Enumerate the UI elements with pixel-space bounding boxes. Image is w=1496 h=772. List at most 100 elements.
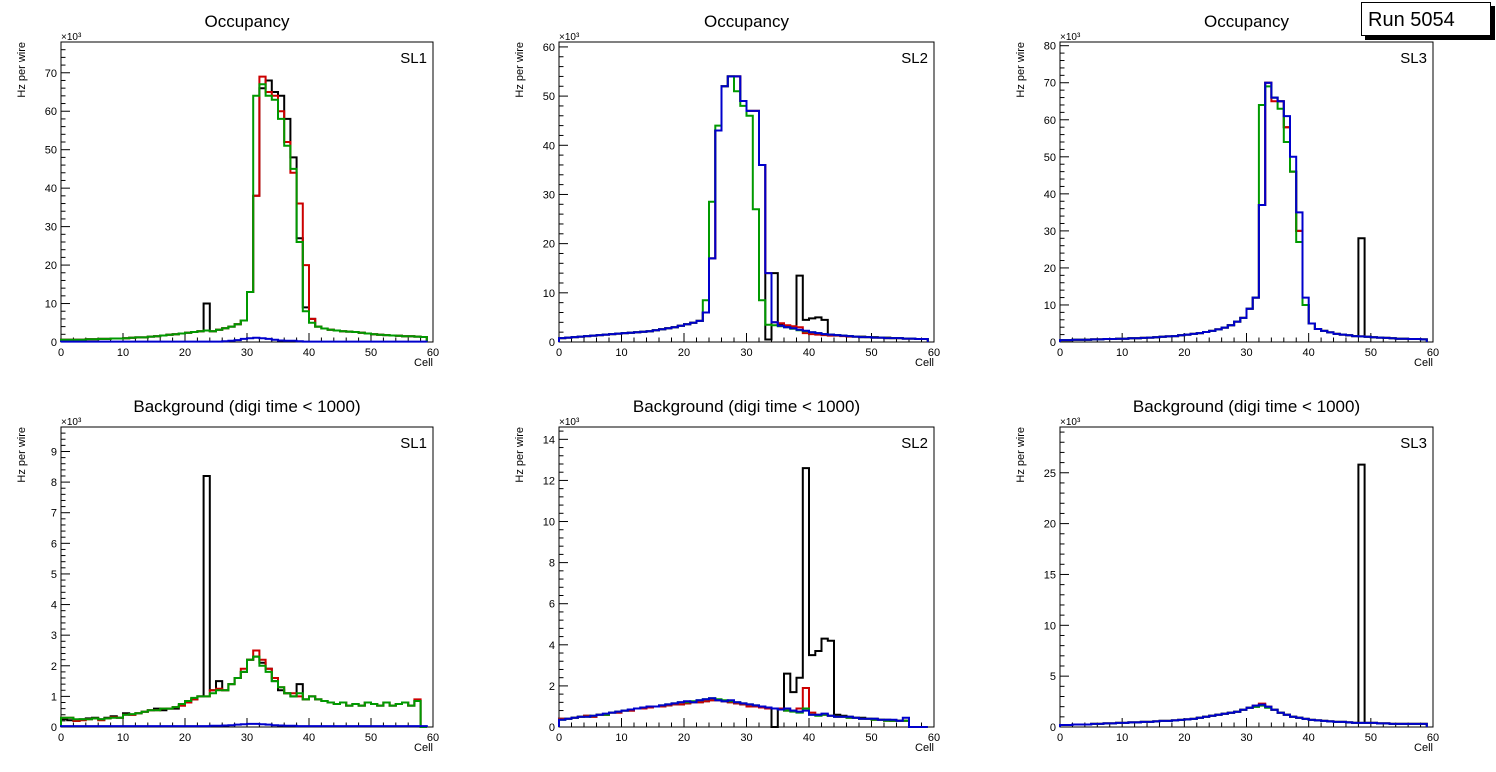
y-tick-label: 10 — [543, 517, 555, 529]
series-blue — [1059, 81, 1428, 342]
y-exponent-label: ×10³ — [1060, 417, 1081, 428]
y-tick-label: 30 — [1044, 226, 1056, 238]
series-green — [558, 75, 929, 342]
x-axis-label: Cell — [915, 357, 934, 369]
x-tick-label: 50 — [865, 732, 877, 744]
y-exponent-label: ×10³ — [61, 32, 82, 43]
y-tick-label: 5 — [1050, 671, 1056, 683]
y-tick-label: 10 — [45, 299, 57, 311]
x-axis-label: Cell — [414, 357, 433, 369]
histogram-panel-4: 0 10 20 30 40 50 60 0 1 2 3 4 5 6 7 8 9 ×10³ Cell Hz per wi… — [16, 397, 439, 754]
y-tick-label: 70 — [45, 68, 57, 80]
x-tick-label: 60 — [1427, 347, 1439, 359]
series-blue — [558, 697, 928, 728]
x-tick-label: 20 — [678, 732, 690, 744]
y-tick-label: 5 — [51, 569, 57, 581]
y-axis-label: Hz per wire — [1015, 427, 1027, 483]
y-tick-label: 4 — [549, 640, 555, 652]
y-tick-label: 0 — [549, 722, 555, 734]
y-tick-label: 0 — [549, 337, 555, 349]
y-tick-label: 20 — [543, 239, 555, 251]
series-black — [558, 75, 929, 342]
series-red — [558, 687, 928, 728]
x-tick-label: 30 — [1240, 732, 1252, 744]
plot-frame — [1059, 41, 1434, 343]
y-tick-label: 40 — [543, 140, 555, 152]
x-tick-label: 20 — [678, 347, 690, 359]
chart-title: Background (digi time < 1000) — [133, 397, 360, 416]
y-tick-label: 60 — [1044, 115, 1056, 127]
y-tick-label: 14 — [543, 434, 555, 446]
superlayer-tag: SL1 — [400, 50, 427, 67]
histogram-panel-1: 0 10 20 30 40 50 60 0 10 20 30 40 50 60 70 ×10³ Cell Hz p… — [16, 12, 439, 369]
x-tick-label: 40 — [803, 732, 815, 744]
series-black — [60, 79, 428, 342]
y-tick-label: 20 — [1044, 263, 1056, 275]
histogram-panel-2: 0 10 20 30 40 50 60 0 10 20 30 40 50 60 ×10³ Cell Hz per… — [514, 12, 940, 369]
x-tick-label: 60 — [928, 732, 940, 744]
x-axis-label: Cell — [915, 742, 934, 754]
y-tick-label: 0 — [1050, 337, 1056, 349]
y-axis-label: Hz per wire — [16, 427, 28, 483]
y-tick-label: 40 — [1044, 189, 1056, 201]
superlayer-tag: SL3 — [1400, 435, 1427, 452]
x-tick-label: 50 — [865, 347, 877, 359]
series-blue — [60, 336, 428, 343]
y-tick-label: 40 — [45, 183, 57, 195]
y-tick-label: 3 — [51, 630, 57, 642]
x-tick-label: 30 — [740, 347, 752, 359]
chart-title: Occupancy — [704, 12, 790, 31]
chart-title: Background (digi time < 1000) — [633, 397, 860, 416]
histogram-panel-3: 0 10 20 30 40 50 60 0 10 20 30 40 50 60 70 80 ×10³ Cell Hz… — [1015, 12, 1439, 369]
y-tick-label: 4 — [51, 600, 57, 612]
x-tick-label: 0 — [58, 347, 64, 359]
y-tick-label: 10 — [1044, 620, 1056, 632]
x-tick-label: 60 — [427, 732, 439, 744]
x-tick-label: 30 — [241, 732, 253, 744]
x-tick-label: 10 — [615, 732, 627, 744]
series-blue — [558, 75, 929, 342]
x-axis-label: Cell — [1414, 357, 1433, 369]
y-tick-label: 20 — [1044, 519, 1056, 531]
y-axis-label: Hz per wire — [1015, 42, 1027, 98]
superlayer-tag: SL1 — [400, 435, 427, 452]
y-tick-label: 50 — [543, 91, 555, 103]
x-tick-label: 40 — [303, 732, 315, 744]
series-black — [60, 475, 427, 728]
x-axis-label: Cell — [1414, 742, 1433, 754]
y-exponent-label: ×10³ — [559, 417, 580, 428]
x-tick-label: 60 — [928, 347, 940, 359]
y-tick-label: 30 — [543, 189, 555, 201]
x-tick-label: 0 — [58, 732, 64, 744]
y-tick-label: 70 — [1044, 78, 1056, 90]
y-tick-label: 12 — [543, 475, 555, 487]
y-tick-label: 1 — [51, 691, 57, 703]
x-tick-label: 50 — [365, 732, 377, 744]
x-tick-label: 50 — [1365, 732, 1377, 744]
x-tick-label: 20 — [1178, 347, 1190, 359]
y-tick-label: 2 — [549, 681, 555, 693]
series-black — [558, 467, 928, 728]
x-tick-label: 0 — [556, 347, 562, 359]
y-tick-label: 30 — [45, 222, 57, 234]
y-tick-label: 50 — [45, 145, 57, 157]
plot-frame — [60, 426, 434, 728]
y-tick-label: 15 — [1044, 569, 1056, 581]
series-red — [558, 75, 929, 342]
superlayer-tag: SL2 — [901, 435, 928, 452]
run-label: Run 5054 — [1368, 9, 1455, 31]
x-tick-label: 20 — [1178, 732, 1190, 744]
y-tick-label: 2 — [51, 661, 57, 673]
y-tick-label: 20 — [45, 260, 57, 272]
superlayer-tag: SL2 — [901, 50, 928, 67]
plot-frame — [558, 41, 935, 343]
x-tick-label: 20 — [179, 347, 191, 359]
plot-frame — [558, 426, 935, 728]
y-tick-label: 25 — [1044, 468, 1056, 480]
x-tick-label: 0 — [1057, 347, 1063, 359]
y-axis-label: Hz per wire — [514, 427, 526, 483]
series-black — [1059, 81, 1428, 342]
y-tick-label: 60 — [543, 42, 555, 54]
y-tick-label: 0 — [51, 337, 57, 349]
